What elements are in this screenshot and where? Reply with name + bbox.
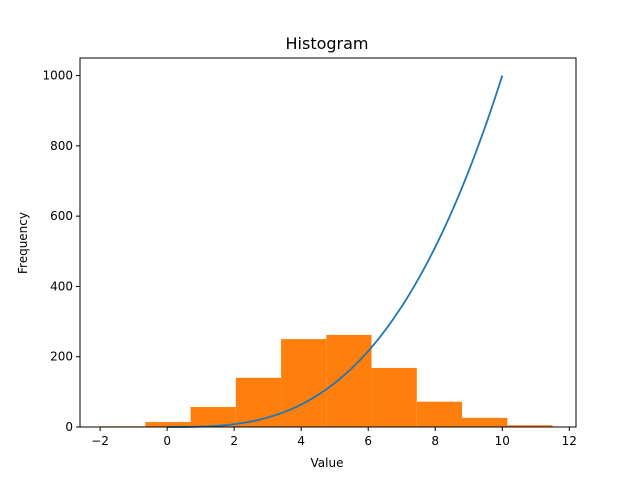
histogram-bar bbox=[281, 339, 327, 427]
histogram-bar bbox=[507, 425, 553, 427]
x-tick-label: 0 bbox=[163, 434, 171, 448]
curve-layer bbox=[167, 75, 504, 428]
x-tick-label: 12 bbox=[562, 434, 577, 448]
y-tick-label: 400 bbox=[50, 279, 73, 293]
histogram-bar bbox=[190, 406, 236, 427]
y-tick-label: 600 bbox=[50, 209, 73, 223]
histogram-bar bbox=[235, 377, 282, 427]
x-axis-ticks: −2 0 2 4 6 8 10 12 bbox=[91, 427, 577, 448]
histogram-bar bbox=[416, 401, 463, 427]
x-tick-label: 10 bbox=[495, 434, 510, 448]
y-axis-ticks: 0 200 400 600 800 1000 bbox=[42, 69, 80, 434]
histogram-bar bbox=[326, 334, 372, 427]
x-tick-label: 8 bbox=[431, 434, 439, 448]
histogram-bar bbox=[462, 417, 508, 427]
x-tick-label: 2 bbox=[230, 434, 238, 448]
y-tick-label: 1000 bbox=[42, 69, 73, 83]
y-tick-label: 800 bbox=[50, 139, 73, 153]
histogram-bar bbox=[145, 422, 191, 427]
curve-line bbox=[167, 75, 504, 428]
chart-title: Histogram bbox=[286, 34, 369, 53]
y-tick-label: 0 bbox=[65, 420, 73, 434]
x-tick-label: 4 bbox=[297, 434, 305, 448]
histogram-bars bbox=[100, 334, 553, 427]
histogram-bar bbox=[371, 367, 417, 427]
x-axis-label: Value bbox=[311, 456, 344, 470]
x-tick-label: −2 bbox=[91, 434, 109, 448]
y-tick-label: 200 bbox=[50, 350, 73, 364]
plot-frame bbox=[79, 57, 577, 428]
x-tick-label: 6 bbox=[364, 434, 372, 448]
y-axis-label: Frequency bbox=[16, 212, 30, 274]
